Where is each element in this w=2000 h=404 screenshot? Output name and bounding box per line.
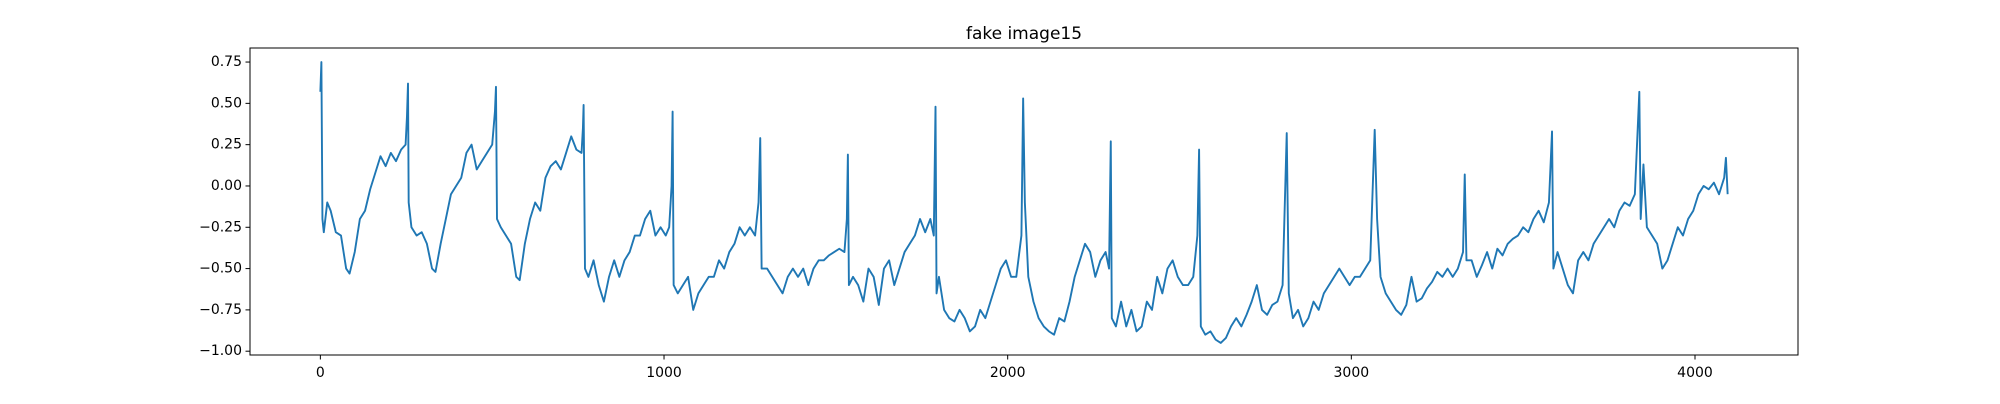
- chart-title: fake image15: [966, 24, 1082, 44]
- y-tick-label: 0.50: [211, 95, 242, 111]
- y-tick-label: −0.25: [199, 219, 242, 235]
- x-tick-label: 2000: [990, 365, 1026, 381]
- y-tick-label: 0.25: [211, 137, 242, 153]
- x-tick-label: 4000: [1677, 365, 1713, 381]
- data-line: [319, 61, 1729, 344]
- y-tick-label: −1.00: [199, 343, 242, 359]
- y-tick-label: 0.00: [211, 178, 242, 194]
- y-tick-label: 0.75: [211, 54, 242, 70]
- plot-frame: [249, 47, 1799, 356]
- x-tick-label: 3000: [1334, 365, 1370, 381]
- x-tick-label: 0: [316, 365, 325, 381]
- y-tick-label: −0.50: [199, 261, 242, 277]
- y-tick-label: −0.75: [199, 302, 242, 318]
- x-tick-label: 1000: [646, 365, 682, 381]
